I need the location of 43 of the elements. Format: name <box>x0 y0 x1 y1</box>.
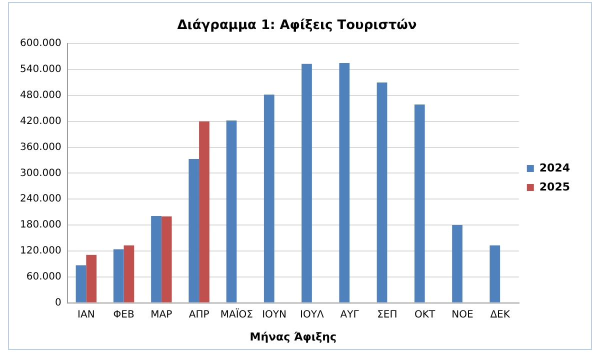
y-tick-label: 120.000 <box>20 246 62 257</box>
y-tick-label: 360.000 <box>20 142 62 153</box>
bar <box>161 216 172 302</box>
y-tick-label: 480.000 <box>20 90 62 102</box>
legend-label: 2024 <box>539 161 570 174</box>
y-tick-label: 300.000 <box>20 168 62 179</box>
bar <box>452 225 462 302</box>
legend-label: 2025 <box>539 180 570 194</box>
y-tick-label: 600.000 <box>20 38 62 50</box>
y-tick-label: 0 <box>54 297 62 308</box>
bar <box>226 120 237 302</box>
chart-title: Διάγραμμα 1: Αφίξεις Τουριστών <box>177 18 417 34</box>
bar <box>86 254 97 302</box>
x-tick-label: ΑΠΡ <box>188 309 210 320</box>
x-tick-label: ΙΟΥΛ <box>300 309 324 320</box>
x-tick-label: ΙΑΝ <box>78 309 95 320</box>
bar <box>199 121 210 302</box>
y-tick-label: 60.000 <box>26 271 62 282</box>
bar <box>376 82 388 302</box>
x-tick-label: ΝΟΕ <box>452 309 474 320</box>
y-tick-label: 420.000 <box>20 116 62 127</box>
x-tick-label: ΣΕΠ <box>377 309 398 320</box>
bar <box>264 94 274 302</box>
y-tick-label: 240.000 <box>20 194 62 205</box>
bar <box>414 104 425 302</box>
bar <box>302 64 312 302</box>
x-tick-label: ΔΕΚ <box>490 309 510 320</box>
bar <box>490 245 500 302</box>
x-tick-label: ΜΑΪΟΣ <box>220 307 253 320</box>
x-tick-label: ΑΥΓ <box>340 309 360 320</box>
bar <box>113 249 124 302</box>
bar <box>188 158 200 302</box>
bar <box>76 265 86 302</box>
y-tick-label: 540.000 <box>20 64 62 76</box>
x-axis-title: Μήνας Άφιξης <box>250 330 336 344</box>
y-tick-label: 180.000 <box>20 220 62 231</box>
bar <box>151 216 162 302</box>
bar <box>339 63 350 302</box>
bar <box>124 245 134 302</box>
x-tick-label: ΙΟΥΝ <box>262 309 287 320</box>
x-tick-label: ΟΚΤ <box>414 309 436 320</box>
x-tick-label: ΜΑΡ <box>150 309 172 320</box>
x-tick-label: ΦΕΒ <box>113 309 134 320</box>
